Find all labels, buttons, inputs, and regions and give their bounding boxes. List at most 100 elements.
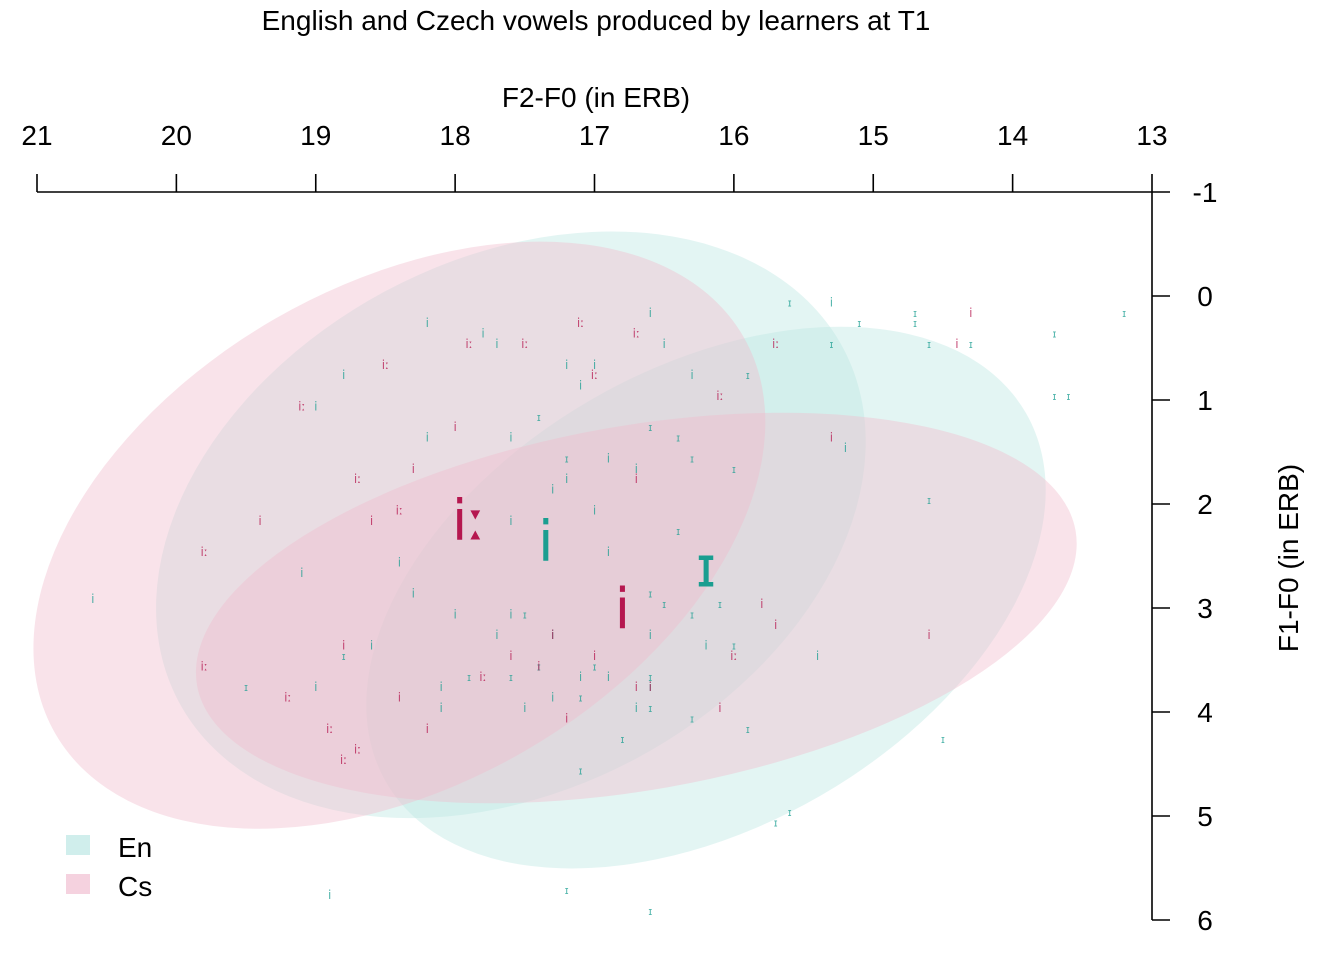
token-point: ɪ	[746, 723, 750, 736]
y-tick-label: 2	[1197, 489, 1213, 520]
token-point: ɪ	[829, 338, 833, 351]
token-point: i	[258, 514, 261, 528]
token-point: iː	[298, 399, 305, 413]
token-point: iː	[716, 389, 723, 403]
token-point: ɪ	[565, 884, 569, 897]
x-tick-label: 18	[440, 120, 471, 151]
token-point: ɪ	[690, 452, 694, 465]
token-point: ɪ	[690, 608, 694, 621]
token-point: ɪ	[1122, 307, 1126, 320]
token-point: i	[649, 306, 652, 320]
token-point: i	[649, 680, 652, 694]
y-tick-label: 3	[1197, 593, 1213, 624]
chart-title: English and Czech vowels produced by lea…	[262, 5, 931, 36]
token-point: ɪ	[592, 660, 596, 673]
token-point: ɪ	[648, 905, 652, 918]
token-point: i	[593, 649, 596, 663]
token-point: iː	[633, 327, 640, 341]
token-point: i	[300, 566, 303, 580]
token-point: i	[328, 888, 331, 902]
token-point: iː	[479, 670, 486, 684]
token-point: i	[830, 431, 833, 445]
token-point: ɪ	[927, 494, 931, 507]
axes: 21 20 19 18 17 16 15 14 13 -1 0 1 2 3 4 5 6	[21, 120, 1217, 936]
token-point: ɪ	[537, 660, 541, 673]
token-point: i	[412, 462, 415, 476]
token-point: ɪ	[620, 733, 624, 746]
token-point: ɪ	[648, 671, 652, 684]
token-point: ɪ	[788, 806, 792, 819]
token-point: ɪ	[1052, 390, 1056, 403]
token-point: iː	[591, 368, 598, 382]
token-point: iː	[284, 691, 291, 705]
token-point: i	[663, 337, 666, 351]
token-point: i	[426, 316, 429, 330]
y-tick-label: 5	[1197, 801, 1213, 832]
x-tick-label: 15	[858, 120, 889, 151]
token-point: i	[91, 592, 94, 606]
legend: En Cs	[66, 832, 152, 902]
x-axis-label: F2-F0 (in ERB)	[502, 82, 690, 113]
token-point: i	[551, 691, 554, 705]
token-point: iː	[340, 753, 347, 767]
token-point: ɪ	[690, 712, 694, 725]
token-point: iː	[326, 722, 333, 736]
x-tick-label: 14	[997, 120, 1028, 151]
token-point: iː	[382, 358, 389, 372]
token-point: i	[398, 555, 401, 569]
token-point: i	[718, 701, 721, 715]
token-point: i	[816, 649, 819, 663]
token-point: ɪ	[1066, 390, 1070, 403]
y-tick-label: 1	[1197, 385, 1213, 416]
token-point: i	[830, 295, 833, 309]
token-point: i	[453, 420, 456, 434]
token-point: i	[509, 514, 512, 528]
centroid-label-cs-0: iː	[452, 489, 486, 554]
token-point: ɪ	[676, 525, 680, 538]
token-point: ɪ	[509, 671, 513, 684]
ellipse-group	[33, 231, 1077, 869]
y-tick-label: 4	[1197, 697, 1213, 728]
token-point: ɪ	[732, 463, 736, 476]
token-point: i	[690, 368, 693, 382]
y-tick-label: 0	[1197, 281, 1213, 312]
token-point: iː	[577, 316, 584, 330]
token-point: iː	[772, 337, 779, 351]
token-point: ɪ	[523, 608, 527, 621]
token-point: i	[649, 680, 652, 694]
x-tick-label: 16	[718, 120, 749, 151]
token-point: i	[440, 680, 443, 694]
token-point: i	[551, 628, 554, 642]
centroid-label-en-1: i	[538, 509, 554, 574]
ellipse-cs-3	[195, 412, 1077, 804]
token-point: i	[635, 472, 638, 486]
token-point: ɪ	[927, 338, 931, 351]
token-point: i	[551, 483, 554, 497]
token-point: ɪ	[648, 588, 652, 601]
token-point: i	[314, 399, 317, 413]
token-point: ɪ	[244, 681, 248, 694]
token-point: i	[565, 472, 568, 486]
token-point: i	[509, 431, 512, 445]
token-point: i	[565, 711, 568, 725]
token-point: ɪ	[537, 411, 541, 424]
token-point: i	[523, 701, 526, 715]
token-point: i	[495, 337, 498, 351]
token-point: i	[844, 441, 847, 455]
ellipse-cs-2	[33, 241, 766, 829]
token-point: iː	[465, 337, 472, 351]
token-point: ɪ	[746, 369, 750, 382]
token-point: i	[607, 451, 610, 465]
token-point: ɪ	[788, 296, 792, 309]
legend-swatch-en	[66, 835, 90, 855]
token-point: i	[704, 639, 707, 653]
token-point: ɪ	[676, 432, 680, 445]
token-point: ɪ	[1052, 328, 1056, 341]
token-point: ɪ	[467, 671, 471, 684]
legend-swatch-cs	[66, 874, 90, 894]
token-point: i	[370, 514, 373, 528]
token-point: iː	[396, 503, 403, 517]
token-point: i	[342, 368, 345, 382]
token-point: ɪ	[565, 452, 569, 465]
